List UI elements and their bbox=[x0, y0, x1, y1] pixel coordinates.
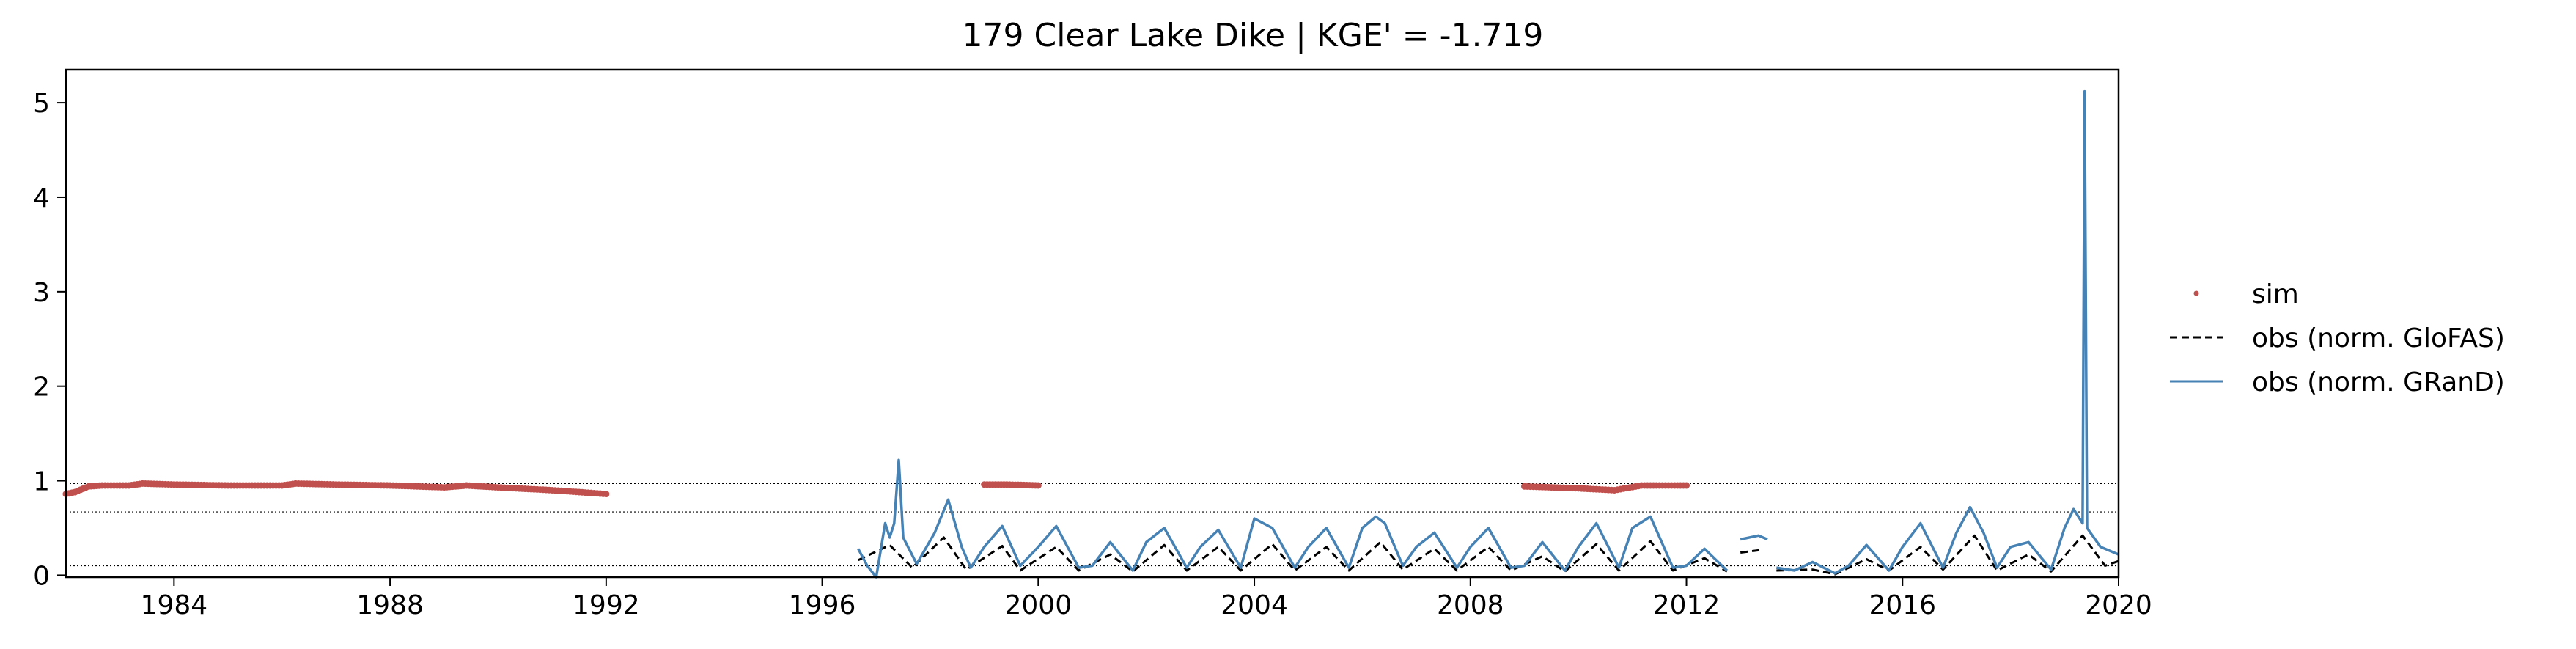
y-tick-label: 0 bbox=[33, 561, 50, 591]
y-tick-label: 5 bbox=[33, 89, 50, 119]
legend-label: obs (norm. GloFAS) bbox=[2252, 323, 2505, 353]
glofas-line bbox=[858, 536, 1728, 573]
grand-line bbox=[1776, 89, 2119, 575]
x-tick-label: 1988 bbox=[356, 590, 424, 620]
y-tick-label: 1 bbox=[33, 467, 50, 497]
legend: sim obs (norm. GloFAS) obs (norm. GRanD) bbox=[2170, 279, 2505, 397]
x-tick-label: 2000 bbox=[1005, 590, 1072, 620]
y-tick-label: 4 bbox=[33, 183, 50, 213]
x-tick-label: 1984 bbox=[141, 590, 208, 620]
x-tick-label: 2012 bbox=[1653, 590, 1721, 620]
sim-point bbox=[1683, 482, 1690, 489]
legend-label: obs (norm. GRanD) bbox=[2252, 367, 2505, 397]
sim-point bbox=[603, 491, 610, 498]
chart-title: 179 Clear Lake Dike | KGE' = -1.719 bbox=[963, 17, 1544, 54]
x-tick-label: 1996 bbox=[789, 590, 856, 620]
grand-line bbox=[857, 458, 1729, 579]
legend-marker-sim bbox=[2193, 290, 2199, 296]
grand-line bbox=[1740, 534, 1768, 541]
x-tick-label: 2016 bbox=[1869, 590, 1936, 620]
plot-frame bbox=[65, 68, 2120, 579]
x-tick-label: 2008 bbox=[1437, 590, 1504, 620]
legend-label: sim bbox=[2252, 279, 2299, 309]
y-tick-label: 2 bbox=[33, 373, 50, 403]
y-tick-label: 3 bbox=[33, 278, 50, 308]
x-tick-label: 2004 bbox=[1221, 590, 1288, 620]
sim-point bbox=[1034, 482, 1042, 489]
x-tick-label: 2020 bbox=[2085, 590, 2152, 620]
plot-data bbox=[62, 89, 2119, 579]
x-tick-label: 1992 bbox=[573, 590, 640, 620]
axes: 1984 1988 1992 1996 2000 2004 2008 2012 2016 2020… bbox=[33, 89, 2152, 620]
glofas-line bbox=[1740, 549, 1764, 554]
